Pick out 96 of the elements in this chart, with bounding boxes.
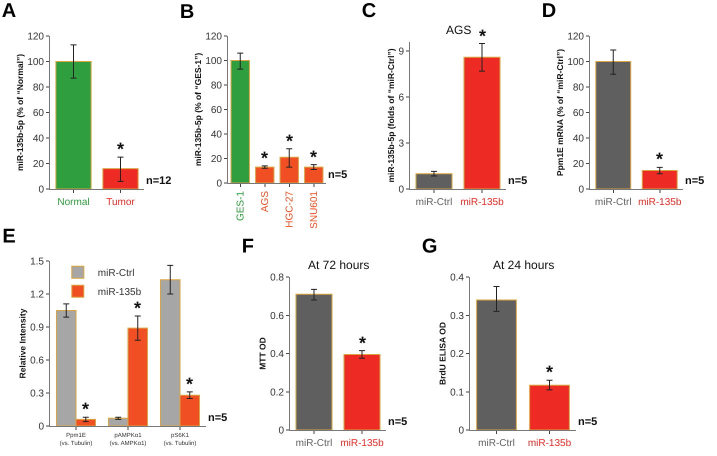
y-axis-title: miR-135b-5p (folds of “miR-Ctrl”) <box>386 48 396 183</box>
y-tick-label: 20 <box>210 154 222 165</box>
y-tick-label: 0.3 <box>450 310 464 322</box>
chart-title: C <box>362 0 376 22</box>
y-tick-label: 0.2 <box>270 387 284 398</box>
text: n=5 <box>208 412 228 424</box>
y-axis-title: Ppm1E mRNA (% of “miR-Ctrl”) <box>554 48 565 176</box>
y-tick-label: 20 <box>572 159 584 170</box>
y-tick-label: 40 <box>572 134 584 144</box>
chart-subtitle: AGS <box>446 23 472 37</box>
y-tick-label: 100 <box>567 57 584 68</box>
y-tick-label: 120 <box>567 32 584 42</box>
y-axis-title: miR-135b-5p (% of “Normal”) <box>14 54 25 172</box>
y-tick-label: 0 <box>458 426 464 436</box>
y-tick-label: 100 <box>205 56 222 67</box>
y-tick-label: 60 <box>32 108 44 119</box>
chart-title: D <box>542 0 556 22</box>
y-tick-label: 120 <box>205 32 222 42</box>
y-tick-label: 80 <box>32 82 44 94</box>
y-tick-label: 20 <box>32 159 44 170</box>
x-tick-label: AGS <box>260 190 271 212</box>
y-tick-label: 120 <box>27 32 44 42</box>
bar <box>304 166 324 183</box>
chart-title: B <box>180 0 194 23</box>
y-tick-label: 0.4 <box>270 349 284 360</box>
annotation: * <box>310 147 318 167</box>
text: n=5 <box>578 416 598 428</box>
y-axis-title: MTT OD <box>258 337 268 370</box>
bar <box>280 156 299 183</box>
text: n=5 <box>685 175 704 187</box>
annotation: * <box>261 148 268 168</box>
text: n=12 <box>146 175 172 187</box>
x-tick-label: miR-Ctrl <box>478 438 515 449</box>
y-tick-label: 0 <box>398 184 404 196</box>
y-axis-title: BrdU ELISA OD <box>438 322 448 385</box>
chart-title: E <box>2 225 16 248</box>
annotation: * <box>286 131 294 151</box>
y-tick-label: 100 <box>27 57 44 68</box>
y-tick-label: 1.2 <box>30 290 44 300</box>
chart-subtitle: At 24 hours <box>493 258 554 272</box>
y-tick-label: 40 <box>32 134 44 144</box>
chart-subtitle: At 72 hours <box>308 258 370 272</box>
y-tick-label: 0.1 <box>450 387 464 398</box>
y-tick-label: 0.9 <box>30 322 44 334</box>
x-tick-label: HGC-27 <box>284 190 296 228</box>
annotation: * <box>479 26 486 46</box>
y-tick-label: 0 <box>38 184 44 196</box>
annotation: * <box>117 139 124 159</box>
y-tick-label: 0 <box>216 178 222 190</box>
y-tick-label: 60 <box>210 105 222 116</box>
annotation: * <box>656 149 664 169</box>
y-tick-label: 80 <box>572 82 584 94</box>
y-tick-label: 0.8 <box>270 272 284 284</box>
y-tick-label: 0 <box>38 422 44 432</box>
x-tick-label: miR-135b <box>460 197 504 208</box>
x-tick-label: miR-135b <box>528 438 572 449</box>
legend-label: miR-Ctrl <box>98 268 134 280</box>
annotation: * <box>82 399 90 419</box>
annotation: * <box>134 298 142 318</box>
x-tick-label: GES-1 <box>236 190 246 222</box>
x-tick-label: miR-Ctrl <box>416 197 452 208</box>
y-tick-label: 0.6 <box>270 310 284 322</box>
chart-title: G <box>422 235 438 258</box>
y-tick-label: 9 <box>398 46 404 58</box>
bar <box>255 166 274 183</box>
chart-title: A <box>2 0 16 22</box>
y-tick-label: 0.2 <box>450 349 464 360</box>
y-tick-label: 6 <box>398 92 404 104</box>
x-tick-label: miR-Ctrl <box>296 438 332 449</box>
y-tick-label: 80 <box>210 80 222 92</box>
y-axis-title: miR-135b-5p (% of “GES-1”) <box>192 52 203 166</box>
x-tick-label: SNU601 <box>309 190 320 229</box>
legend-label: miR-135b <box>98 287 142 298</box>
y-axis-title: Relative Intensity <box>18 308 28 378</box>
y-tick-label: 3 <box>398 138 404 150</box>
y-tick-label: 1.5 <box>30 256 44 268</box>
annotation: * <box>186 374 194 394</box>
x-tick-label: miR-135b <box>638 197 682 208</box>
text: n=5 <box>508 175 528 187</box>
y-tick-label: 0 <box>278 426 284 436</box>
y-tick-label: 0 <box>578 184 584 196</box>
x-tick-label: Tumor <box>106 197 136 208</box>
bar <box>230 60 250 183</box>
x-tick-label: Normal <box>57 197 90 208</box>
y-tick-label: 0.4 <box>450 272 464 284</box>
text: n=5 <box>328 169 348 181</box>
y-tick-label: 60 <box>572 108 584 119</box>
x-tick-label: miR-135b <box>340 438 384 449</box>
y-tick-label: 0.3 <box>30 388 44 400</box>
annotation: * <box>359 333 366 353</box>
x-tick-label: miR-Ctrl <box>594 197 632 208</box>
y-tick-label: 0.6 <box>30 356 44 366</box>
text: n=5 <box>388 416 408 428</box>
annotation: * <box>546 362 554 382</box>
chart-title: F <box>242 235 254 258</box>
y-tick-label: 40 <box>210 130 222 140</box>
